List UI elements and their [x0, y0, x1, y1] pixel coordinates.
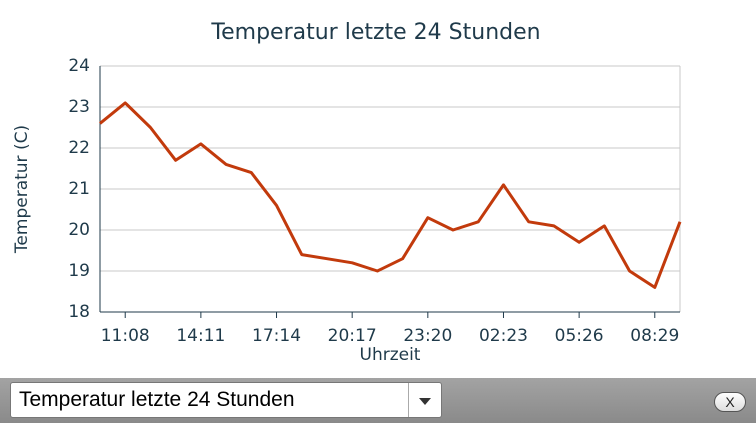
x-tick-label: 14:11: [176, 326, 225, 346]
dropdown-arrow[interactable]: [408, 383, 441, 417]
toolbar: Temperatur letzte 24 Stunden X: [0, 378, 756, 423]
close-button[interactable]: X: [714, 392, 746, 412]
chart: Temperatur letzte 24 Stunden Uhrzeit Tem…: [12, 20, 682, 365]
x-tick-label: 23:20: [403, 326, 452, 346]
y-tick-label: 23: [68, 97, 90, 117]
y-tick-label: 19: [68, 261, 90, 281]
y-tick-label: 21: [68, 179, 90, 199]
chart-title: Temperatur letzte 24 Stunden: [210, 20, 540, 45]
x-tick-label: 05:26: [555, 326, 604, 346]
x-axis-label: Uhrzeit: [360, 345, 421, 365]
x-tick-label: 08:29: [630, 326, 679, 346]
y-tick-label: 20: [68, 220, 90, 240]
x-tick-label: 17:14: [252, 326, 301, 346]
chart-select[interactable]: Temperatur letzte 24 Stunden: [10, 382, 442, 418]
y-axis-label: Temperatur (C): [12, 125, 32, 254]
x-tick-label: 20:17: [328, 326, 377, 346]
x-tick-label: 02:23: [479, 326, 528, 346]
temperature-line: [99, 101, 682, 289]
select-value: Temperatur letzte 24 Stunden: [19, 388, 295, 411]
x-tick-label: 11:08: [101, 326, 150, 346]
y-tick-label: 18: [68, 302, 90, 322]
y-tick-label: 24: [68, 56, 90, 76]
y-tick-label: 22: [68, 138, 90, 158]
